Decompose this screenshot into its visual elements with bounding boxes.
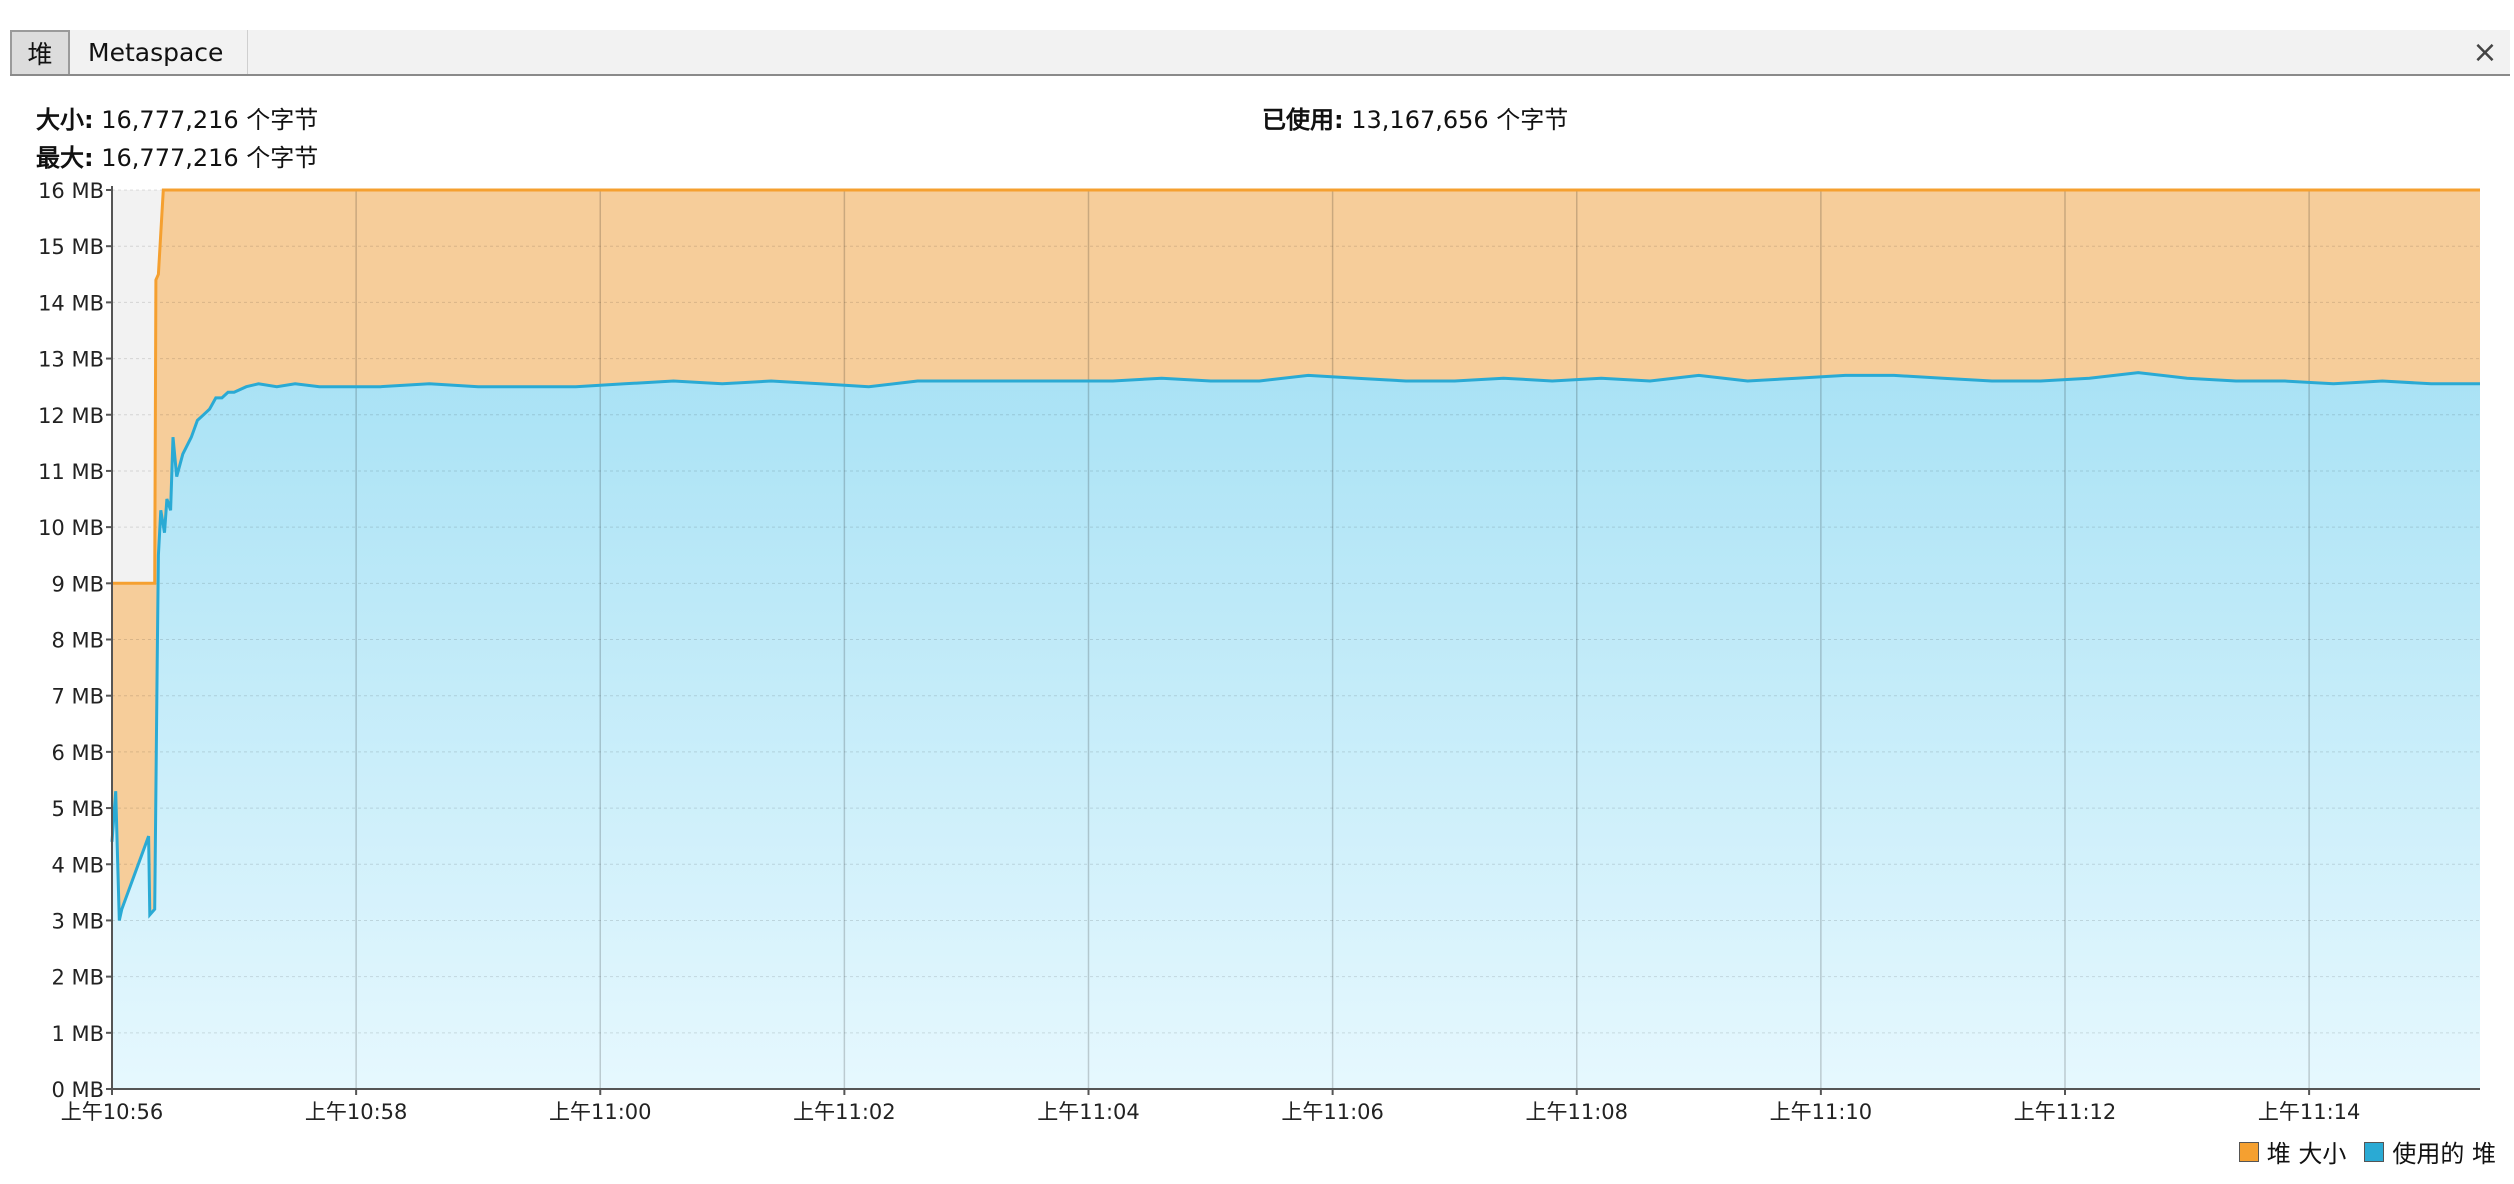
y-tick-label: 4 MB [51, 853, 104, 877]
legend-heap-size: 堆 大小 [2238, 1134, 2347, 1169]
legend-heap-size-label: 堆 大小 [2266, 1140, 2347, 1168]
x-tick-label: 上午11:12 [2014, 1100, 2117, 1124]
size-info: 大小: 16,777,216 个字节 [36, 100, 318, 135]
y-tick-label: 8 MB [51, 629, 104, 653]
tab-bar: 堆 Metaspace × [10, 30, 2510, 76]
x-tick-label: 上午11:02 [793, 1100, 896, 1124]
legend-used-heap-swatch [2364, 1141, 2385, 1162]
y-tick-label: 11 MB [38, 460, 104, 484]
max-value: 16,777,216 个字节 [101, 144, 319, 172]
y-tick-label: 10 MB [38, 516, 104, 540]
used-value: 13,167,656 个字节 [1351, 106, 1569, 134]
x-tick-label: 上午10:56 [61, 1100, 164, 1124]
y-tick-label: 13 MB [38, 348, 104, 372]
used-key: 已使用: [1262, 106, 1344, 134]
x-tick-label: 上午11:08 [1525, 1100, 1628, 1124]
used-info: 已使用: 13,167,656 个字节 [1262, 100, 1568, 135]
used-heap-area [112, 372, 2480, 1090]
tab-metaspace[interactable]: Metaspace [72, 30, 248, 74]
y-tick-label: 3 MB [51, 909, 104, 933]
max-info: 最大: 16,777,216 个字节 [36, 138, 318, 173]
tab-heap[interactable]: 堆 [10, 30, 70, 74]
y-tick-label: 16 MB [38, 179, 104, 203]
x-tick-label: 上午11:06 [1281, 1100, 1384, 1124]
y-tick-label: 2 MB [51, 966, 104, 990]
y-tick-label: 15 MB [38, 235, 104, 259]
y-tick-label: 1 MB [51, 1022, 104, 1046]
size-value: 16,777,216 个字节 [101, 106, 319, 134]
legend-used-heap-label: 使用的 堆 [2392, 1140, 2496, 1168]
y-tick-label: 0 MB [51, 1078, 104, 1102]
y-tick-label: 5 MB [51, 797, 104, 821]
legend-used-heap: 使用的 堆 [2364, 1134, 2496, 1169]
x-tick-label: 上午11:10 [1770, 1100, 1873, 1124]
x-tick-label: 上午10:58 [305, 1100, 408, 1124]
y-tick-label: 14 MB [38, 291, 104, 315]
max-key: 最大: [36, 144, 94, 172]
heap-size-line [112, 188, 2480, 585]
x-tick-label: 上午11:04 [1037, 1100, 1140, 1124]
used-heap-line [110, 371, 2480, 921]
close-icon[interactable]: × [2472, 34, 2498, 70]
chart-legend: 堆 大小 使用的 堆 [2221, 1134, 2496, 1169]
y-tick-label: 6 MB [51, 741, 104, 765]
y-tick-label: 9 MB [51, 572, 104, 596]
y-tick-label: 12 MB [38, 404, 104, 428]
x-tick-label: 上午11:14 [2258, 1100, 2361, 1124]
size-key: 大小: [36, 106, 94, 134]
legend-heap-size-swatch [2238, 1141, 2259, 1162]
x-tick-label: 上午11:00 [549, 1100, 652, 1124]
y-tick-label: 7 MB [51, 685, 104, 709]
